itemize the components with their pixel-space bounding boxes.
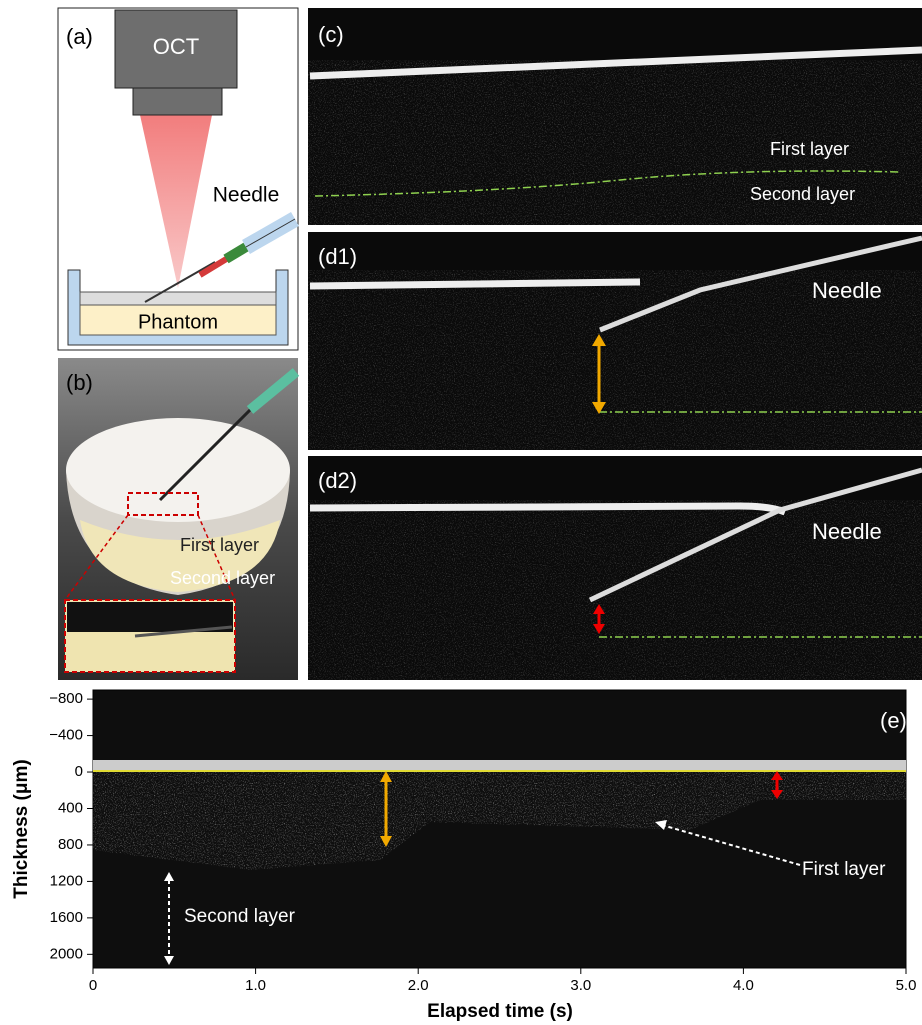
x-tick-label: 4.0: [733, 977, 754, 994]
first-layer-label: First layer: [180, 535, 259, 555]
panel-label: (a): [66, 24, 93, 49]
y-tick-label: 800: [58, 836, 83, 853]
y-tick-label: 400: [58, 799, 83, 816]
x-tick-label: 3.0: [570, 977, 591, 994]
needle-label: Needle: [812, 519, 882, 544]
x-tick-label: 2.0: [408, 977, 429, 994]
panel-label: (e): [880, 708, 907, 733]
sample-label: Phantom: [138, 311, 218, 333]
needle-label: Needle: [213, 184, 280, 207]
device-label: OCT: [153, 34, 199, 59]
panel-label: (b): [66, 370, 93, 395]
panel-d1: (d1) Needle: [308, 232, 922, 450]
panel-label: (c): [318, 22, 344, 47]
second-layer-label: Second layer: [750, 184, 855, 204]
annotation: Second layer: [184, 906, 296, 927]
panel-a: (a) OCT Needle Phantom: [58, 8, 298, 350]
panel-label: (d1): [318, 244, 357, 269]
x-tick-label: 1.0: [245, 977, 266, 994]
x-axis-label: Elapsed time (s): [427, 1001, 573, 1022]
x-tick-label: 5.0: [896, 977, 917, 994]
annotation: First layer: [802, 859, 886, 880]
y-tick-label: 2000: [50, 945, 83, 962]
x-tick-label: 0: [89, 977, 97, 994]
first-layer-label: First layer: [770, 139, 849, 159]
y-tick-label: −800: [49, 690, 83, 707]
second-layer-label: Second layer: [170, 568, 275, 588]
y-tick-label: 1200: [50, 872, 83, 889]
panel-c: (c) First layer Second layer: [308, 8, 922, 225]
panel-e: (e) First layer Second layer Elapsed tim…: [11, 690, 916, 1022]
panel-label: (d2): [318, 468, 357, 493]
y-tick-label: 0: [75, 763, 83, 780]
y-tick-label: 1600: [50, 909, 83, 926]
y-tick-label: −400: [49, 727, 83, 744]
panel-d2: (d2) Needle: [308, 456, 922, 680]
figure: (a) OCT Needle Phantom (b) First layer S…: [0, 0, 922, 1025]
needle-label: Needle: [812, 278, 882, 303]
panel-b: (b) First layer Second layer: [58, 358, 298, 680]
y-axis-label: Thickness (μm): [11, 759, 32, 898]
